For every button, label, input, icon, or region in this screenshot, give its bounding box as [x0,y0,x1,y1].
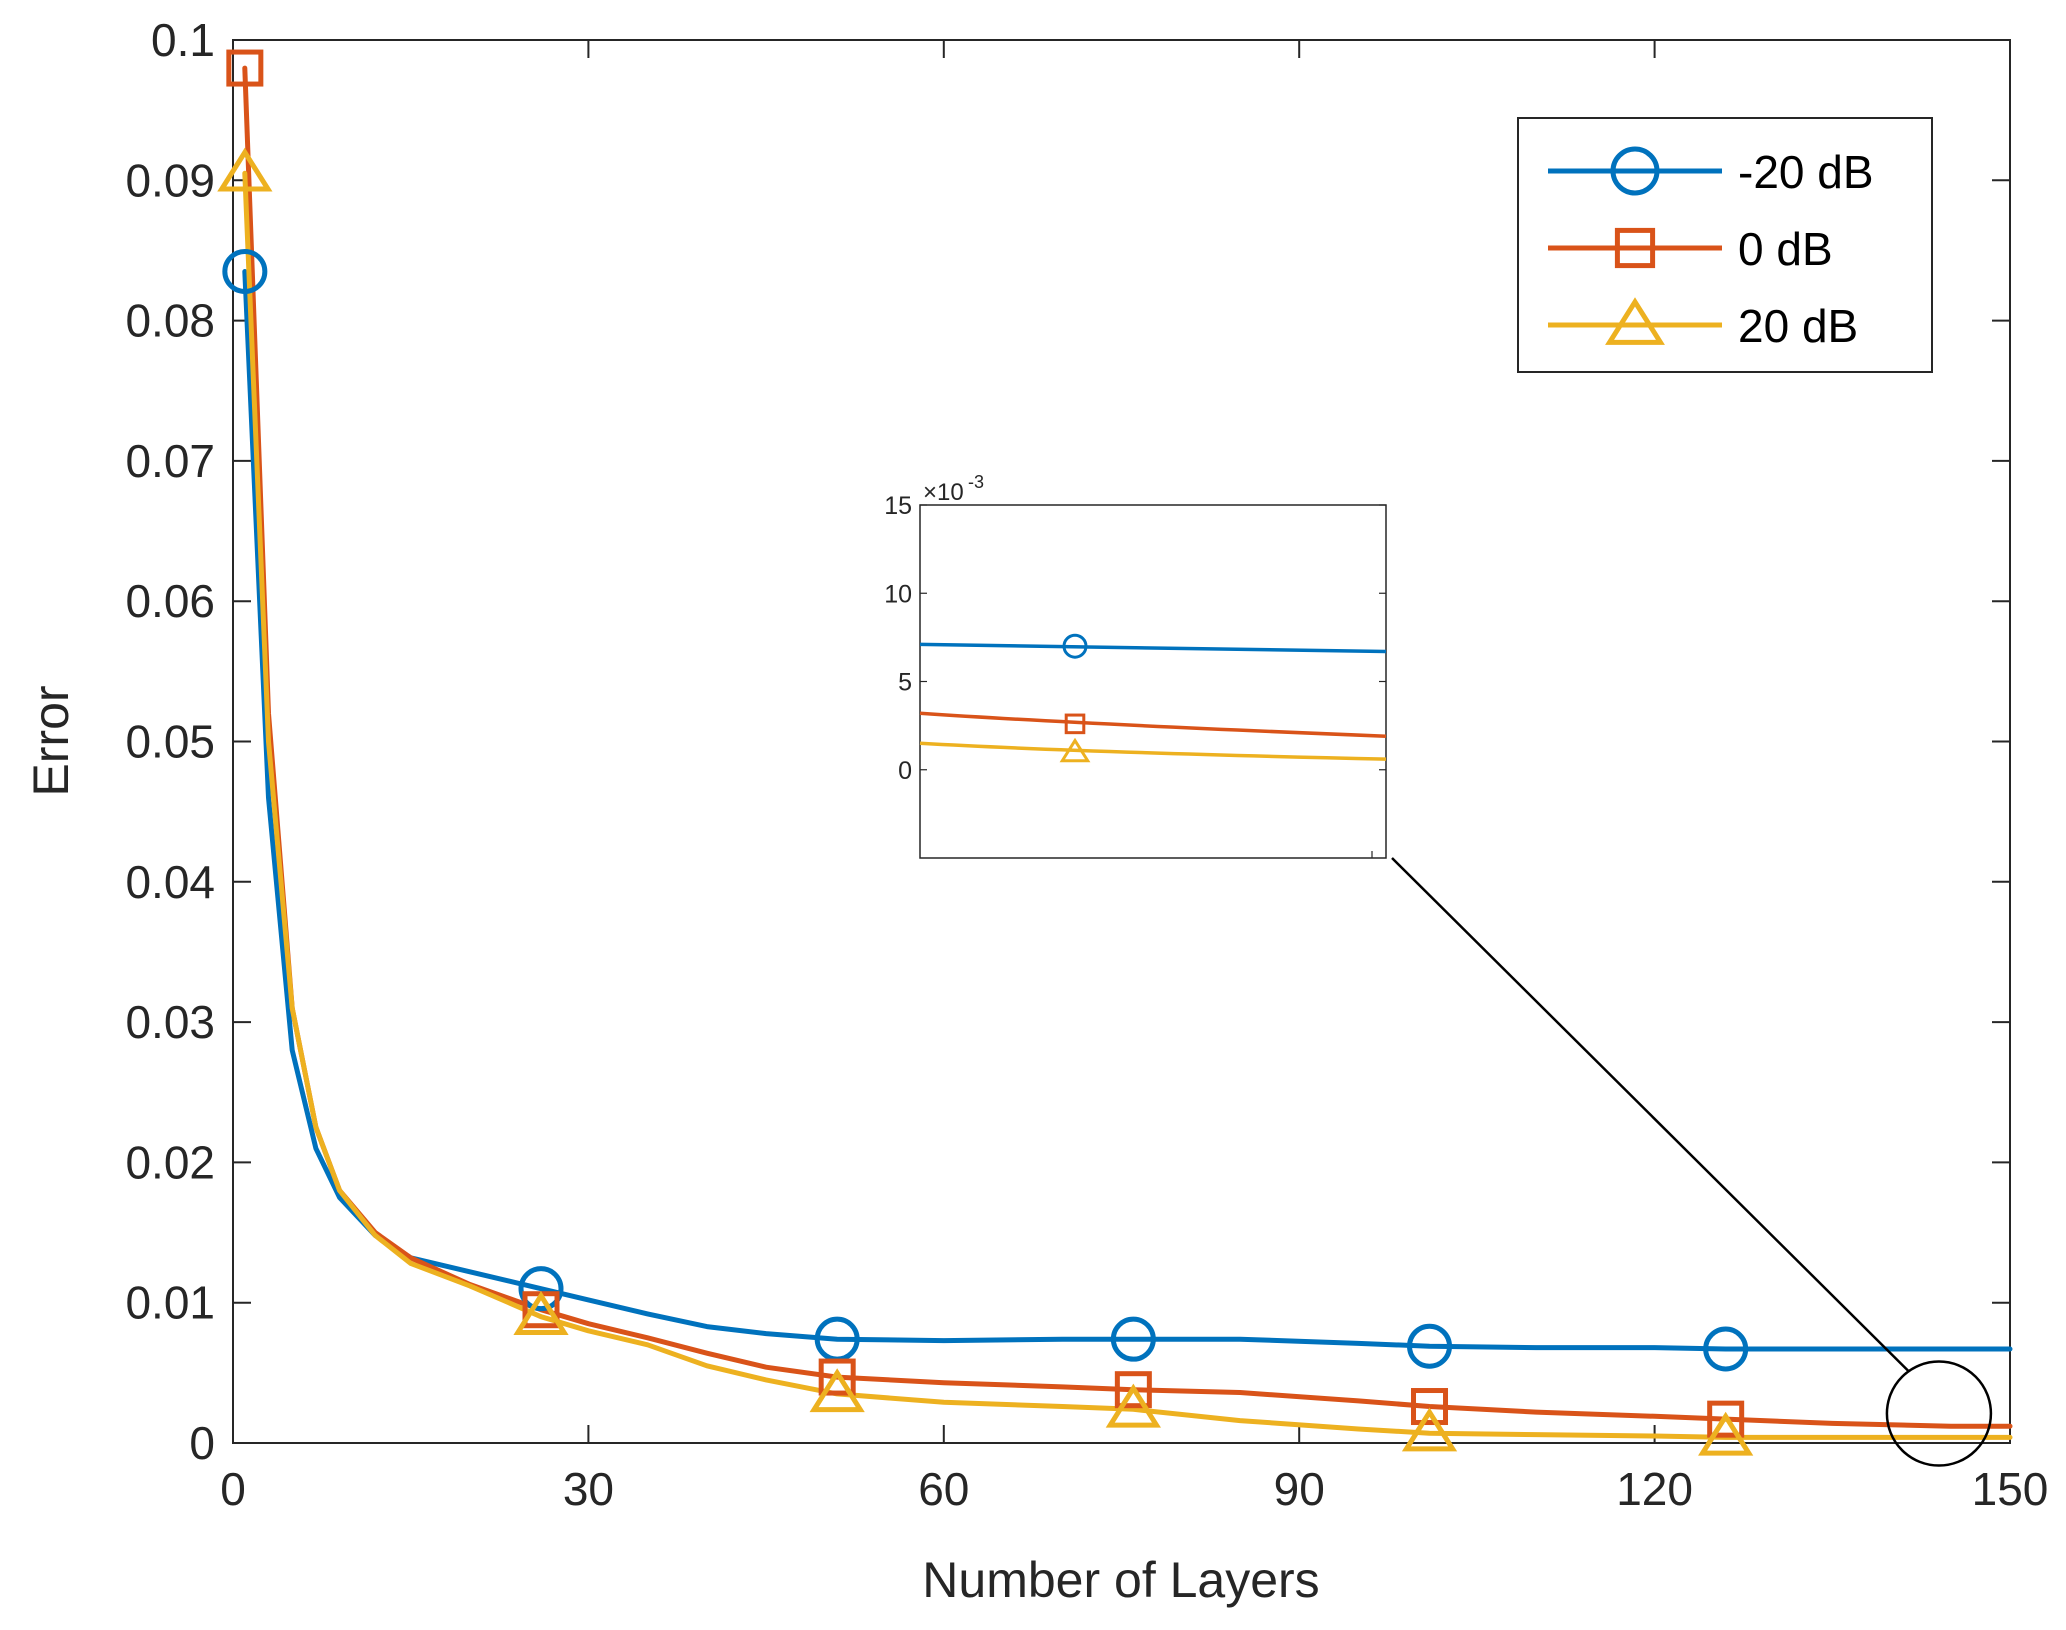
series-marker-1 [226,49,264,87]
inset-y-ticks: 0 5 10 15 [884,492,1386,858]
series-marker-1 [1411,1388,1449,1426]
series-marker-2 [513,1291,569,1335]
series-marker-0 [1703,1326,1749,1372]
x-axis-label: Number of Layers [922,1552,1319,1608]
series-marker-1 [1707,1400,1745,1438]
inset-series-group [919,633,1387,763]
y-tick-label: 0.04 [125,856,215,908]
y-tick-label: 0 [189,1417,215,1469]
series-marker-1 [818,1358,856,1396]
series-marker-1 [1114,1371,1152,1409]
x-tick-label: 30 [563,1463,614,1515]
series-marker-2 [1401,1407,1458,1452]
series-marker-0 [1110,1316,1156,1362]
series-marker-2 [1698,1411,1754,1456]
x-tick-label: 60 [918,1463,969,1515]
inset-series-marker-2 [1059,737,1091,763]
data-series-group [242,65,2013,1440]
y-tick-label: 0.07 [125,435,215,487]
y-tick-label: 0.08 [125,295,215,347]
series-marker-0 [518,1266,564,1312]
legend-marker-1 [1614,227,1656,269]
legend-label-0: -20 dB [1738,146,1874,198]
inset-y-tick-label: 10 [884,580,912,608]
legend-marker-2 [1605,297,1665,345]
y-tick-label: 0.06 [125,575,215,627]
series-line-2 [242,170,2013,1440]
series-marker-2 [217,147,273,192]
series-marker-0 [222,248,268,294]
series-marker-2 [1105,1383,1161,1428]
inset-plot: 0 5 10 15 ×10 -3 [884,472,1387,859]
series-marker-2 [809,1368,865,1413]
inset-series-line-2 [919,741,1387,761]
legend-box [1517,117,1933,373]
x-axis-ticks: 0 30 60 90 120 150 [220,40,2048,1515]
inset-frame [919,504,1387,859]
data-markers-group [217,49,1754,1456]
inset-y-tick-label: 0 [898,757,912,785]
x-tick-label: 120 [1616,1463,1693,1515]
inset-exponent-base: ×10 [923,479,964,506]
series-line-0 [242,269,2013,1352]
y-tick-label: 0.03 [125,996,215,1048]
y-tick-label: 0.02 [125,1136,215,1188]
legend: -20 dB 0 dB 20 dB [1517,117,1933,373]
legend-label-1: 0 dB [1738,223,1833,275]
inset-series-marker-1 [1064,713,1086,735]
legend-label-2: 20 dB [1738,300,1858,352]
zoom-connector-line [1391,857,1910,1373]
x-tick-label: 90 [1274,1463,1325,1515]
x-tick-label: 0 [220,1463,246,1515]
inset-y-tick-label: 5 [898,669,912,697]
y-axis-label: Error [23,685,79,796]
inset-series-marker-0 [1062,633,1088,659]
x-tick-label: 150 [1972,1463,2049,1515]
inset-series-line-1 [919,711,1387,738]
inset-series-line-0 [919,642,1387,654]
y-tick-label: 0.1 [151,14,215,66]
inset-exponent-power: -3 [968,472,984,492]
inset-y-tick-label: 15 [884,492,912,520]
zoom-circle [1885,1360,1993,1467]
legend-items: -20 dB 0 dB 20 dB [1548,146,1874,352]
y-tick-label: 0.05 [125,716,215,768]
legend-marker-0 [1610,146,1660,196]
y-tick-label: 0.01 [125,1277,215,1329]
y-tick-label: 0.09 [125,154,215,206]
series-marker-0 [1407,1323,1453,1369]
y-axis-ticks: 0 0.01 0.02 0.03 0.04 0.05 0.06 0.07 0.08 0.09 0.1 [125,14,2010,1469]
